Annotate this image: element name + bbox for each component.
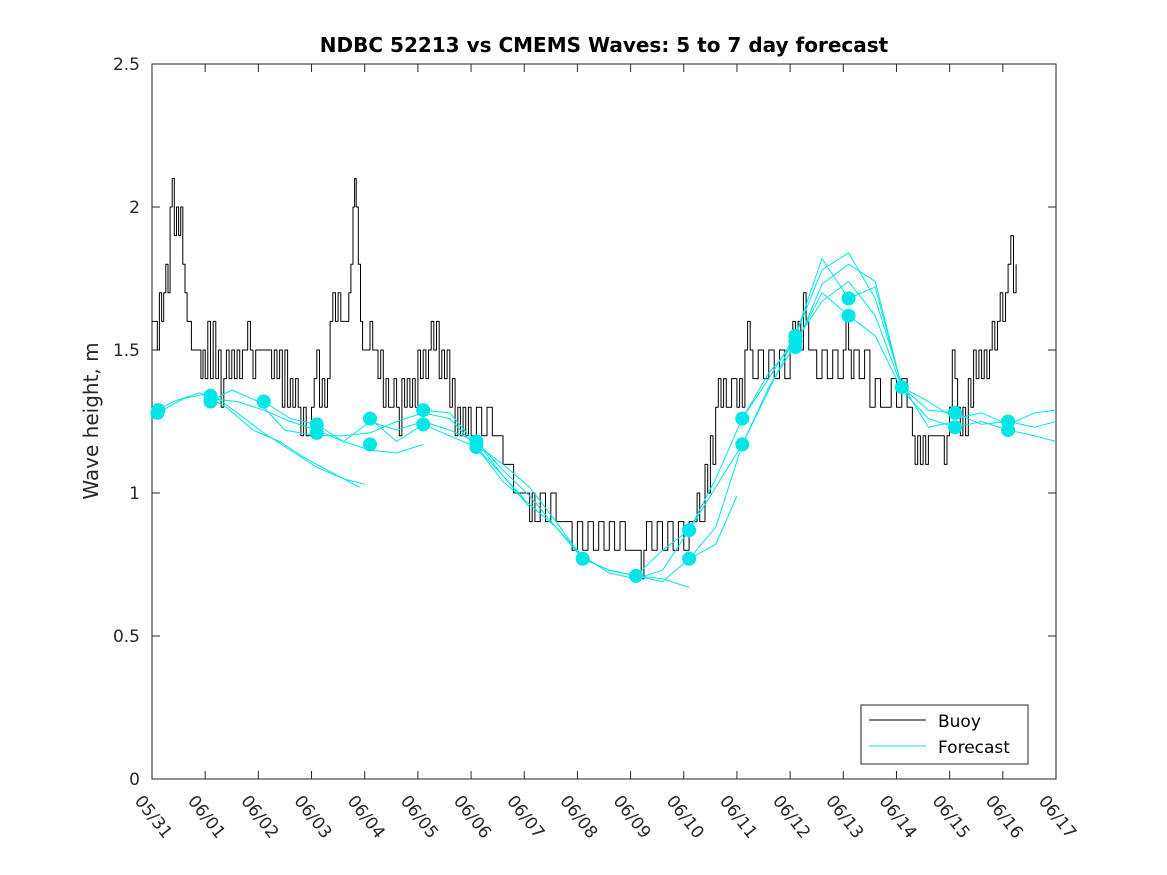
forecast-marker — [151, 403, 166, 418]
forecast-marker — [682, 551, 697, 566]
series-line-forecast-12 — [794, 263, 1057, 425]
legend-forecast-label: Forecast — [938, 738, 1010, 758]
forecast-marker — [416, 417, 431, 432]
forecast-marker — [841, 308, 856, 323]
forecast-marker — [788, 328, 803, 343]
series-line-forecast-10 — [688, 292, 1057, 560]
forecast-marker — [841, 291, 856, 306]
y-tick-label: 1 — [129, 484, 140, 504]
legend: Buoy Forecast — [860, 704, 1029, 765]
y-tick-label: 2 — [129, 198, 140, 218]
forecast-marker — [894, 380, 909, 395]
forecast-marker — [416, 403, 431, 418]
forecast-marker — [575, 551, 590, 566]
y-tick-label: 1.5 — [113, 341, 140, 361]
forecast-marker — [363, 411, 377, 426]
legend-box — [860, 704, 1029, 765]
series-line-forecast-1 — [157, 392, 360, 488]
chart-title: NDBC 52213 vs CMEMS Waves: 5 to 7 day fo… — [320, 33, 889, 57]
series-line-forecast-2 — [157, 392, 365, 485]
forecast-marker — [948, 420, 962, 435]
forecast-marker — [948, 405, 962, 420]
forecast-marker — [256, 394, 271, 409]
y-tick-label: 2.5 — [113, 55, 140, 75]
forecast-marker — [309, 417, 324, 432]
forecast-marker — [469, 434, 484, 449]
forecast-marker — [1001, 414, 1016, 429]
legend-buoy-label: Buoy — [938, 712, 981, 732]
forecast-marker — [628, 568, 643, 583]
y-axis-label: Wave height, m — [79, 342, 103, 499]
series-line-buoy — [152, 177, 1017, 580]
forecast-marker — [363, 437, 377, 452]
forecast-marker — [203, 388, 218, 403]
y-tick-label: 0.5 — [113, 627, 140, 647]
forecast-marker — [735, 437, 750, 452]
y-tick-label: 0 — [129, 770, 140, 790]
forecast-marker — [682, 523, 697, 538]
series-line-forecast-5 — [263, 401, 530, 508]
forecast-marker — [735, 411, 750, 426]
